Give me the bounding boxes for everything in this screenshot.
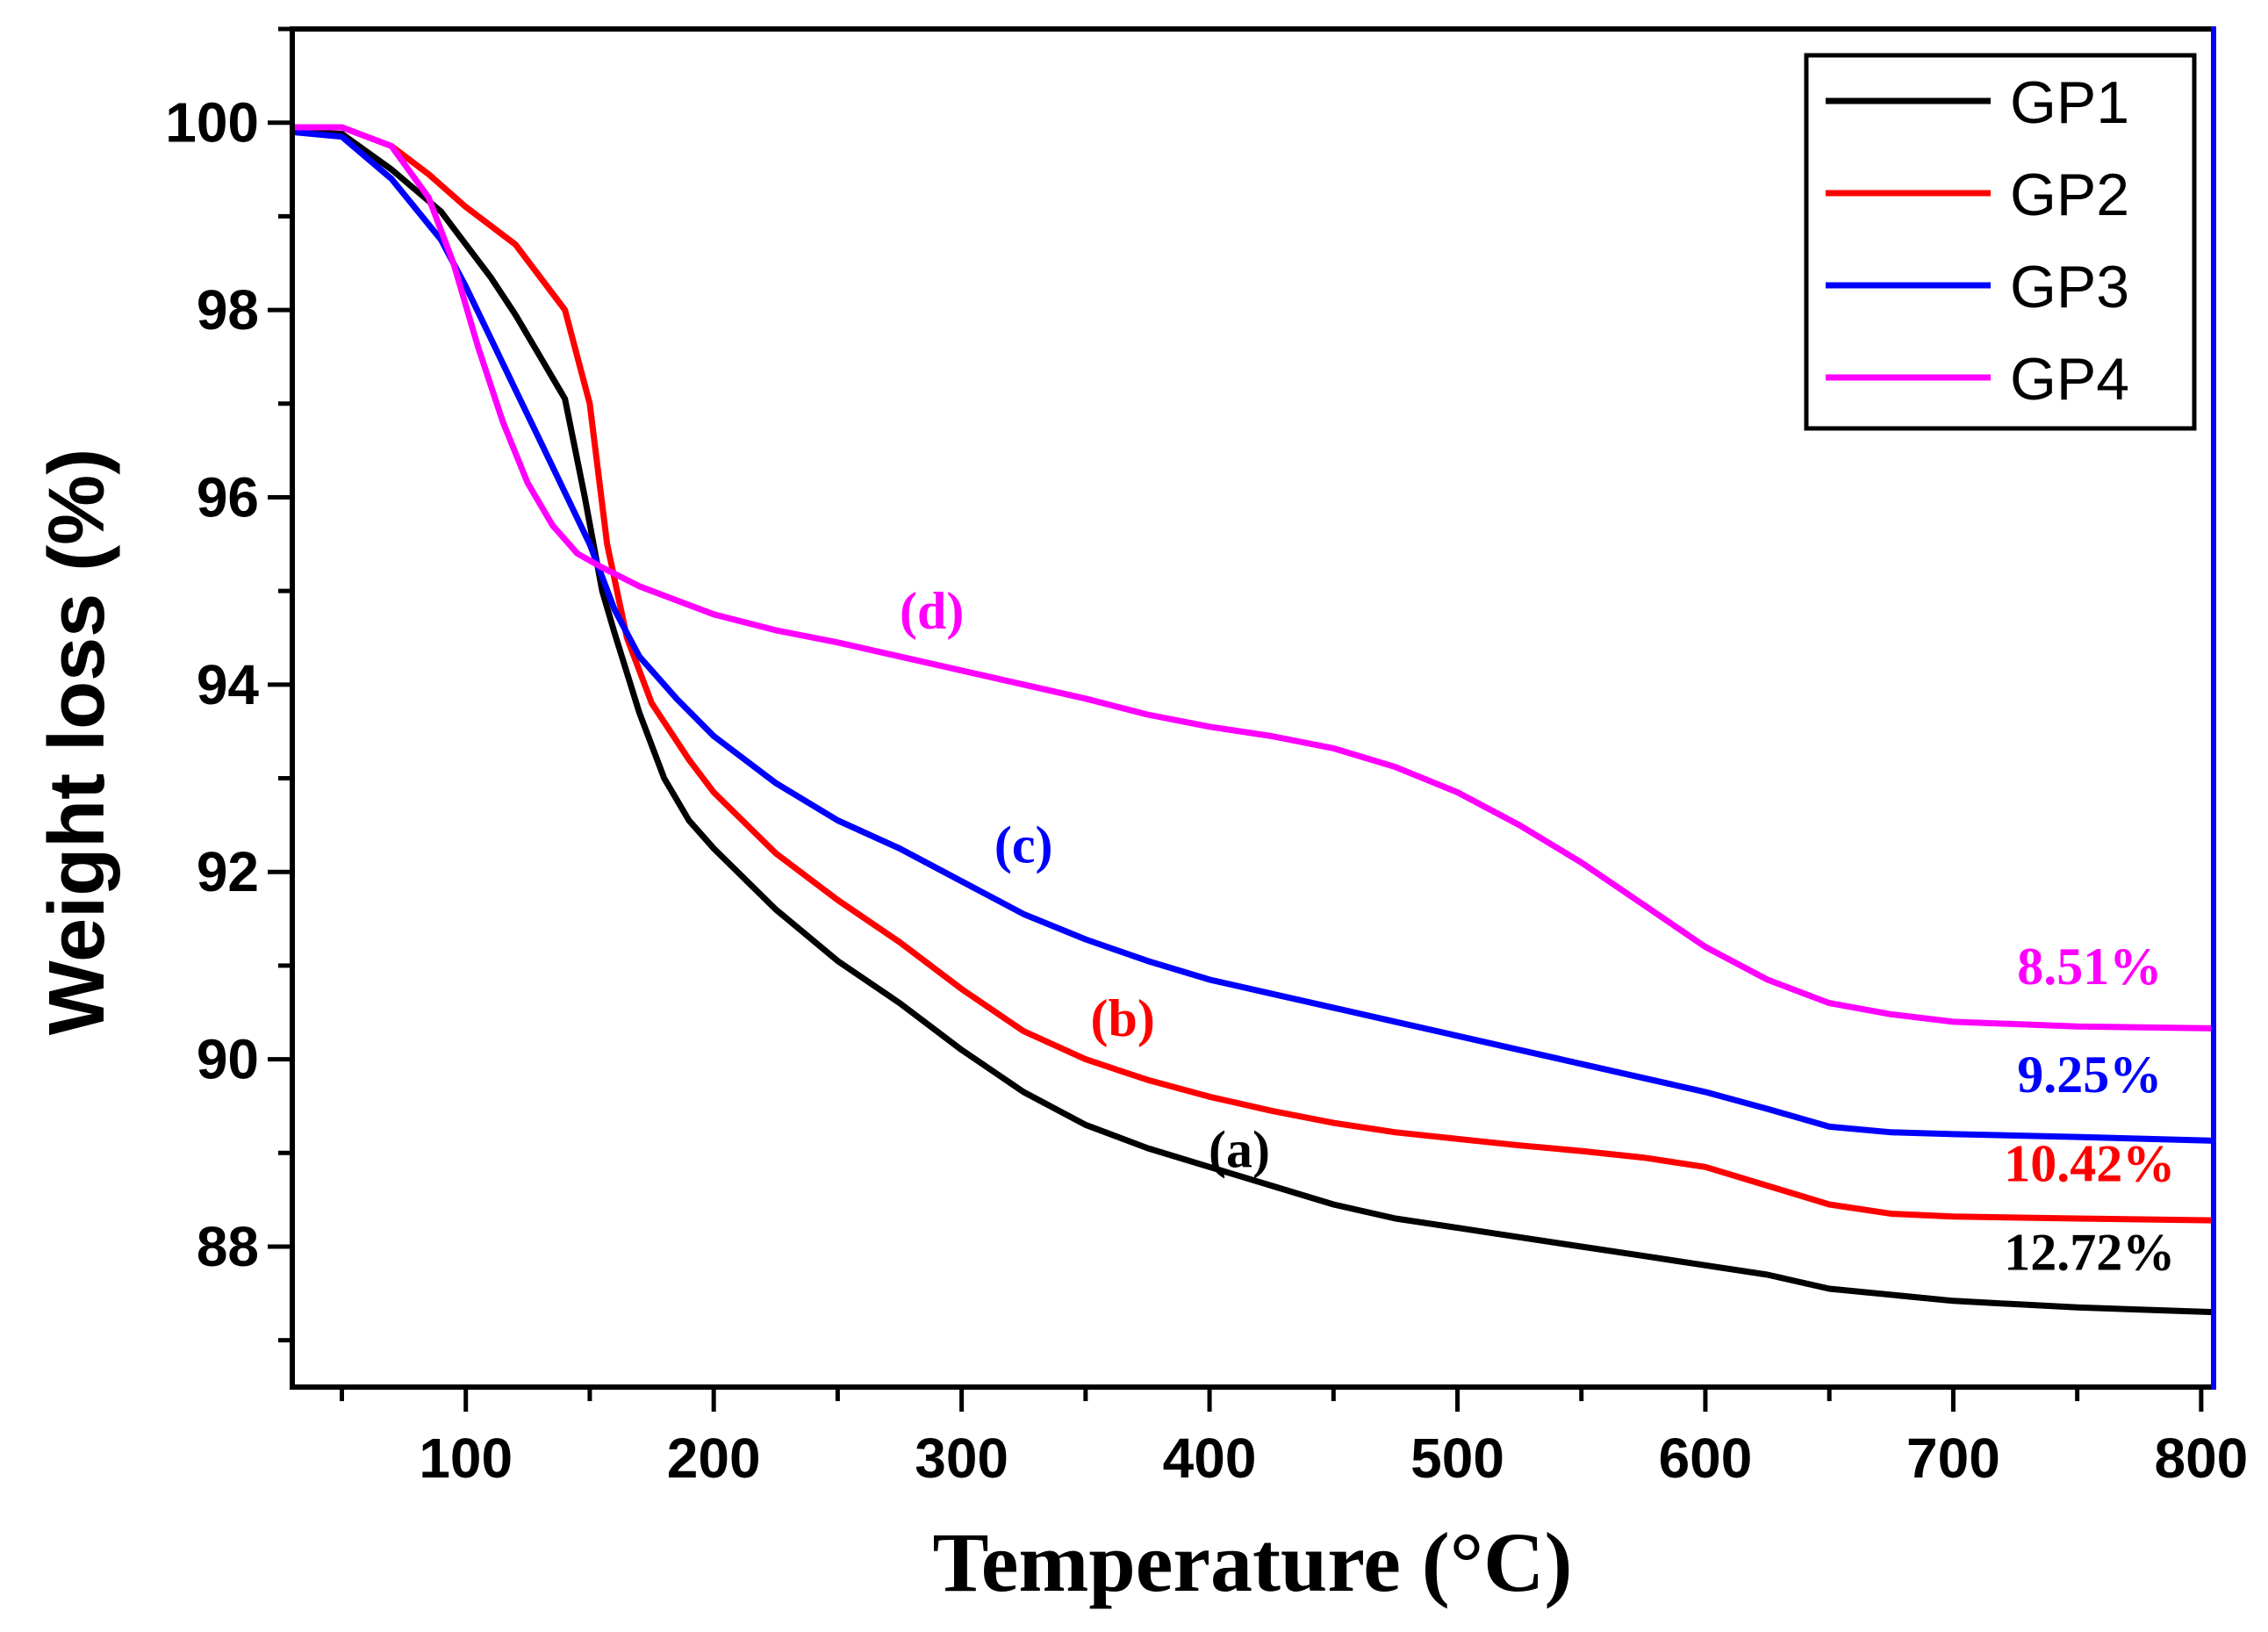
annotation-layer: (a) (b) (c) (d) 12.72% 10.42% 9.25% 8.51% bbox=[900, 582, 2175, 1282]
legend-box bbox=[1804, 53, 2197, 431]
y-axis-label: Weight loss (%) bbox=[33, 449, 121, 1035]
legend-label-gp3: GP3 bbox=[2010, 254, 2129, 320]
annotation-label: (d) bbox=[900, 582, 964, 640]
x-tick-label: 200 bbox=[667, 1427, 761, 1490]
annotation-label: 10.42% bbox=[2004, 1134, 2175, 1192]
x-tick-label: 700 bbox=[1906, 1427, 2000, 1490]
x-tick-label: 500 bbox=[1410, 1427, 1504, 1490]
y-tick-label: 100 bbox=[165, 91, 259, 155]
y-tick-label: 90 bbox=[197, 1028, 259, 1091]
axes-layer: 100 200 300 400 500 600 700 800 88 90 92 94 96 98 100 bbox=[165, 26, 2248, 1490]
x-axis-label: Temperature (°C) bbox=[933, 1515, 1573, 1609]
series-line-gp3 bbox=[292, 128, 2214, 1144]
annotation-label: (a) bbox=[1209, 1120, 1270, 1178]
y-tick-label: 98 bbox=[197, 278, 259, 341]
series-line-gp4 bbox=[292, 124, 2214, 1032]
annotation-label: (b) bbox=[1091, 989, 1155, 1047]
x-tick-label: 400 bbox=[1163, 1427, 1257, 1490]
x-tick-label: 800 bbox=[2154, 1427, 2248, 1490]
legend: GP1 GP2 GP3 GP4 bbox=[1804, 53, 2197, 431]
y-tick-label: 94 bbox=[197, 653, 260, 716]
annotation-label: 8.51% bbox=[2017, 938, 2162, 996]
annotation-label: 12.72% bbox=[2004, 1224, 2175, 1282]
y-tick-label: 96 bbox=[197, 465, 259, 528]
y-tick-label: 92 bbox=[197, 840, 259, 903]
legend-label-gp2: GP2 bbox=[2010, 162, 2129, 228]
y-tick-label: 88 bbox=[197, 1215, 259, 1278]
x-tick-label: 300 bbox=[915, 1427, 1008, 1490]
x-tick-label: 600 bbox=[1659, 1427, 1753, 1490]
x-tick-label: 100 bbox=[419, 1427, 513, 1490]
series-layer bbox=[292, 124, 2214, 1316]
legend-label-gp4: GP4 bbox=[2010, 346, 2129, 413]
series-line-gp2 bbox=[292, 124, 2214, 1224]
annotation-label: (c) bbox=[994, 816, 1053, 874]
series-line-gp1 bbox=[292, 128, 2214, 1316]
legend-label-gp1: GP1 bbox=[2010, 69, 2129, 136]
annotation-label: 9.25% bbox=[2017, 1046, 2162, 1104]
